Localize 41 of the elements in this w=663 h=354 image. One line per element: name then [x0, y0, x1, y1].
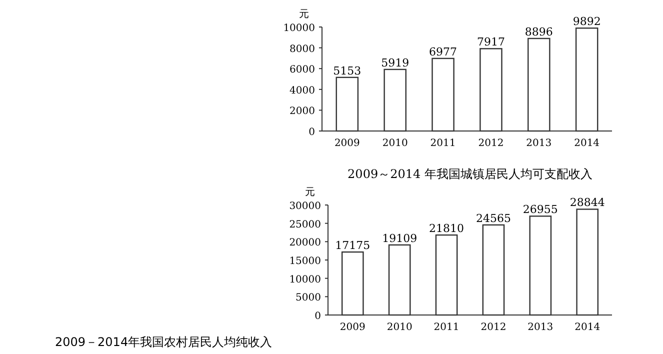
x-tick-label: 2010 [382, 138, 408, 149]
x-tick-label: 2012 [478, 138, 504, 149]
x-tick-label: 2013 [528, 322, 554, 333]
y-tick-label: 0 [308, 127, 315, 138]
data-label: 17175 [335, 239, 370, 252]
y-tick-label: 10000 [289, 274, 321, 286]
data-label: 19109 [382, 232, 418, 245]
data-label: 6977 [429, 45, 458, 58]
data-label: 26955 [522, 203, 558, 216]
text: 2009－2014年我国农村居民人均纯收入 [55, 335, 272, 349]
x-tick-label: 2009 [334, 138, 360, 149]
y-tick-label: 15000 [289, 256, 321, 267]
y-tick-label: 0 [314, 311, 321, 322]
y-tick-label: 20000 [289, 238, 321, 249]
x-tick-label: 2011 [430, 138, 456, 149]
x-tick-label: 2012 [480, 322, 506, 333]
x-tick-label: 2009 [340, 322, 366, 333]
data-label: 7917 [476, 36, 505, 49]
y-tick-label: 10000 [283, 23, 315, 34]
data-label: 5153 [333, 64, 362, 78]
x-tick-label: 2014 [574, 138, 600, 149]
chart-title: 2009～2014 年我国城镇居民人均可支配收入 [348, 167, 592, 181]
data-label: 5919 [381, 56, 410, 70]
y-tick-label: 2000 [290, 106, 315, 118]
x-tick-label: 2010 [386, 322, 412, 333]
data-label: 21810 [429, 222, 464, 236]
data-label: 8896 [524, 25, 553, 38]
x-tick-label: 2011 [434, 322, 460, 333]
y-tick-label: 6000 [290, 64, 315, 76]
data-label: 24565 [476, 212, 511, 225]
y-axis-title: 元 [299, 9, 309, 20]
y-axis-title: 元 [305, 187, 315, 198]
y-tick-label: 8000 [290, 44, 315, 55]
x-tick-label: 2013 [526, 138, 552, 149]
x-tick-label: 2014 [574, 322, 600, 333]
data-label: 28844 [570, 196, 605, 210]
y-tick-label: 25000 [289, 219, 321, 230]
data-label: 9892 [572, 15, 601, 28]
y-tick-label: 30000 [289, 201, 321, 212]
y-tick-label: 4000 [290, 85, 315, 96]
y-tick-label: 5000 [296, 292, 321, 304]
